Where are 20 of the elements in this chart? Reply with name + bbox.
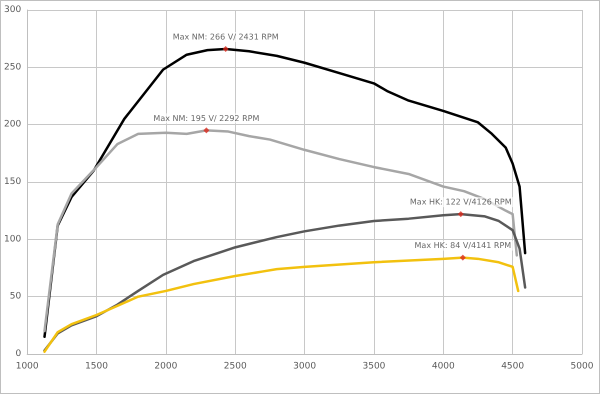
x-tick-label: 3000 [293, 362, 316, 372]
annotation: Max NM: 195 V/ 2292 RPM [153, 114, 260, 123]
y-tick-label: 200 [4, 120, 22, 130]
x-tick-label: 2500 [224, 362, 247, 372]
y-tick-label: 300 [4, 5, 22, 15]
y-tick-label: 50 [10, 292, 22, 302]
x-tick-label: 3500 [362, 362, 386, 372]
x-tick-label: 1500 [85, 362, 108, 372]
x-tick-label: 2000 [154, 362, 178, 372]
y-tick-label: 150 [4, 177, 22, 187]
y-tick-label: 250 [4, 62, 22, 72]
y-tick-label: 0 [15, 349, 22, 359]
x-tick-label: 1000 [16, 362, 39, 372]
annotation: Max HK: 84 V/4141 RPM [414, 241, 512, 250]
x-tick-label: 4000 [432, 362, 456, 372]
x-tick-label: 4500 [501, 362, 524, 372]
y-tick-label: 100 [4, 234, 22, 244]
annotation: Max HK: 122 V/4126 RPM [410, 198, 512, 207]
x-tick-label: 5000 [570, 362, 594, 372]
annotation: Max NM: 266 V/ 2431 RPM [172, 32, 279, 42]
